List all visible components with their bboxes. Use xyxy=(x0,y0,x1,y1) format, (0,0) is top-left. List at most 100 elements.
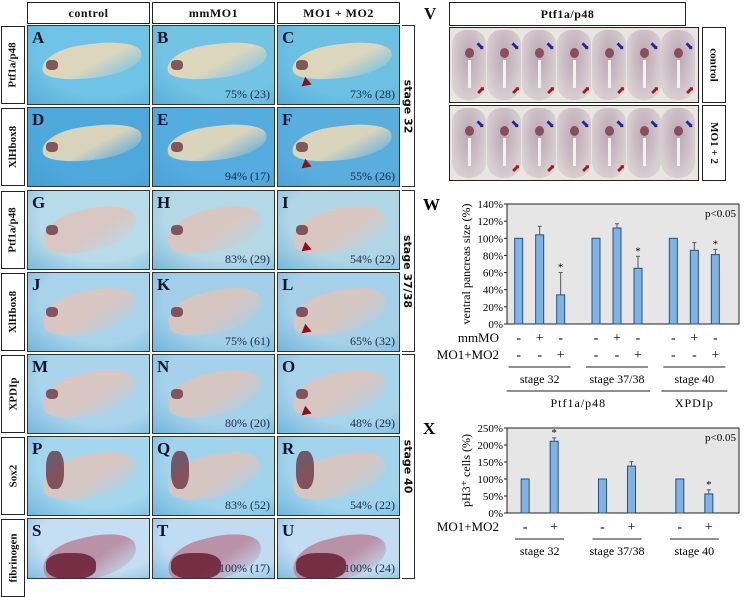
penetrance-label: 83% (52) xyxy=(225,498,270,512)
penetrance-label: 73% (28) xyxy=(350,87,395,101)
condition-sign: - xyxy=(671,348,676,363)
condition-sign: - xyxy=(615,348,620,363)
row-label-text: MO1 + 2 xyxy=(708,122,720,164)
condition-sign: + xyxy=(536,331,544,346)
blue-arrow-icon: ⬇ xyxy=(613,39,629,55)
row-label-0: Ptf1a/p48 xyxy=(1,26,25,104)
column-header-0: control xyxy=(27,2,150,24)
ventral-pancreas-stain xyxy=(465,48,475,58)
embryo-panel-e: E 94% (17) xyxy=(152,107,275,187)
stain-spot xyxy=(46,225,58,235)
embryo-panel-b: B 75% (23) xyxy=(152,25,275,105)
y-tick-label: 120% xyxy=(477,216,503,228)
stain-spot xyxy=(171,142,183,152)
column-header-2: MO1 + MO2 xyxy=(277,2,400,24)
embryo-panel-o: O 48% (29) xyxy=(277,354,400,434)
stain-spot xyxy=(171,451,189,489)
panel-v-row-label-0: control xyxy=(702,27,726,103)
panel-v-row-label-1: MO1 + 2 xyxy=(702,105,726,181)
stain-spot xyxy=(171,60,183,70)
stain-spot xyxy=(296,553,346,578)
embryo-panel-m: M xyxy=(27,354,150,434)
row-marker-text: XPDIp xyxy=(7,377,20,411)
condition-sign: + xyxy=(634,348,642,363)
ventral-pancreas-stain xyxy=(639,48,649,58)
panel-letter: P xyxy=(32,439,43,458)
row-marker-text: Ptf1a/p48 xyxy=(7,207,20,253)
condition-sign: - xyxy=(692,348,697,363)
embryo-panel-p: P xyxy=(27,436,150,516)
stage-label-text: stage 37/38 xyxy=(401,234,415,308)
condition-row-label: mmMO xyxy=(458,330,499,345)
blue-arrow-icon: ⬇ xyxy=(682,117,698,133)
bar xyxy=(535,234,545,325)
pancreas-section: ⬇ ⬆ xyxy=(487,30,524,100)
panel-letter: F xyxy=(282,110,293,129)
bar xyxy=(591,237,601,325)
penetrance-label: 75% (61) xyxy=(225,334,270,348)
row-marker-text: fibrinogen xyxy=(7,533,19,583)
y-tick-label: 0% xyxy=(488,319,503,331)
group-label: stage 40 xyxy=(675,544,715,558)
row-label-2: Ptf1a/p48 xyxy=(1,191,25,269)
gut-lumen xyxy=(538,60,542,88)
bar xyxy=(549,440,559,514)
y-tick-label: 140% xyxy=(477,199,503,211)
ventral-pancreas-stain xyxy=(604,126,614,136)
penetrance-label: 75% (23) xyxy=(225,87,270,101)
red-arrow-icon: ⬆ xyxy=(577,161,593,177)
embryo-panel-d: D xyxy=(27,107,150,187)
embryo-panel-q: Q 83% (52) xyxy=(152,436,275,516)
gut-lumen xyxy=(468,60,472,88)
penetrance-label: 65% (32) xyxy=(350,334,395,348)
chart-w-ventral-pancreas-size: W 0% 20% 40% 60% 80% 100% 120% 140% ventral pancr… xyxy=(423,195,740,410)
ventral-pancreas-stain xyxy=(535,48,545,58)
penetrance-label: 94% (17) xyxy=(225,169,270,183)
ventral-pancreas-stain xyxy=(535,126,545,136)
stage-label-text: stage 40 xyxy=(401,439,415,494)
embryo-panel-a: A xyxy=(27,25,150,105)
panel-letter: L xyxy=(282,275,294,294)
ventral-pancreas-stain xyxy=(569,126,579,136)
row-marker-text: XlHbox8 xyxy=(7,290,19,334)
gut-lumen xyxy=(677,60,681,88)
ventral-pancreas-stain xyxy=(674,126,684,136)
ventral-pancreas-stain xyxy=(639,126,649,136)
panel-letter: G xyxy=(32,193,46,212)
embryo-panel-c: C 73% (28) xyxy=(277,25,400,105)
penetrance-label: 48% (29) xyxy=(350,416,395,430)
y-axis-label: pH3⁺ cells (%) xyxy=(459,434,473,507)
embryo-panel-t: T 100% (17) xyxy=(152,518,275,579)
red-arrow-icon: ⬆ xyxy=(682,83,698,99)
panel-letter: N xyxy=(157,357,170,376)
row-label-6: fibrinogen xyxy=(1,519,25,597)
group-label: stage 37/38 xyxy=(590,544,645,558)
pancreas-section: ⬇ ⬆ xyxy=(556,108,593,178)
condition-sign: - xyxy=(594,331,599,346)
ventral-pancreas-stain xyxy=(465,126,475,136)
ventral-pancreas-stain xyxy=(500,48,510,58)
bar xyxy=(598,478,607,514)
condition-sign: - xyxy=(537,348,542,363)
bar xyxy=(556,294,566,325)
blue-arrow-icon: ⬇ xyxy=(543,117,559,133)
supergroup-label: Ptf1a/p48 xyxy=(550,396,606,410)
panel-letter: J xyxy=(32,275,41,294)
bar xyxy=(710,254,720,325)
penetrance-label: 100% (17) xyxy=(219,561,270,575)
penetrance-label: 83% (29) xyxy=(225,252,270,266)
panel-letter: T xyxy=(157,521,169,540)
condition-sign: - xyxy=(677,520,682,535)
y-tick-label: 250% xyxy=(477,423,503,435)
pancreas-section: ⬇ ⬆ xyxy=(522,30,558,100)
condition-sign: + xyxy=(550,520,558,535)
chart-x-ph3-cells: X 0% 50% 100% 150% 200% 250% pH3⁺ cells (%) p<0.… xyxy=(423,420,740,558)
y-axis-label: ventral pancreas size (%) xyxy=(459,204,473,325)
pancreas-section: ⬇ ⬆ xyxy=(661,30,698,100)
bar xyxy=(514,237,524,325)
panel-letter: E xyxy=(157,110,169,129)
supergroup-label: XPDIp xyxy=(675,396,714,410)
stain-spot xyxy=(46,142,58,152)
significance-annotation: p<0.05 xyxy=(705,432,736,444)
significance-asterisk: * xyxy=(706,479,712,491)
